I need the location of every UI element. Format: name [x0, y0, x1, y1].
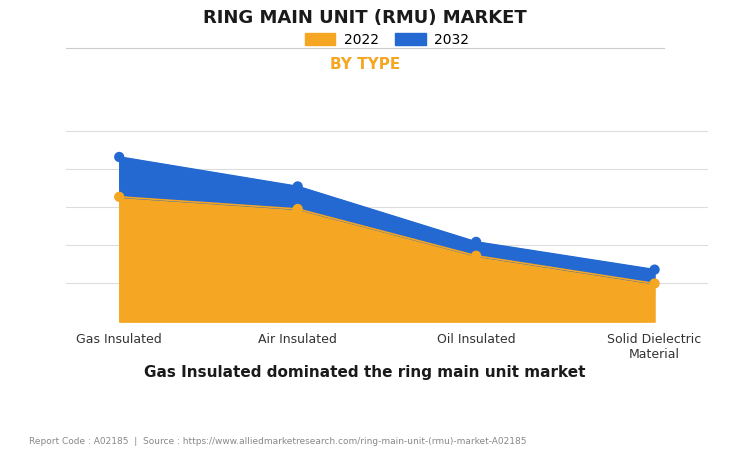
Point [113, 154, 125, 161]
Point [649, 280, 661, 287]
Text: Report Code : A02185  |  Source : https://www.alliedmarketresearch.com/ring-main: Report Code : A02185 | Source : https://… [29, 437, 527, 446]
Point [292, 205, 304, 212]
Point [470, 252, 482, 260]
Point [649, 266, 661, 273]
Text: RING MAIN UNIT (RMU) MARKET: RING MAIN UNIT (RMU) MARKET [203, 9, 527, 27]
Legend: 2022, 2032: 2022, 2032 [298, 26, 476, 53]
Text: Gas Insulated dominated the ring main unit market: Gas Insulated dominated the ring main un… [145, 365, 585, 380]
Point [113, 193, 125, 201]
Point [292, 183, 304, 190]
Text: BY TYPE: BY TYPE [330, 57, 400, 72]
Point [470, 238, 482, 246]
